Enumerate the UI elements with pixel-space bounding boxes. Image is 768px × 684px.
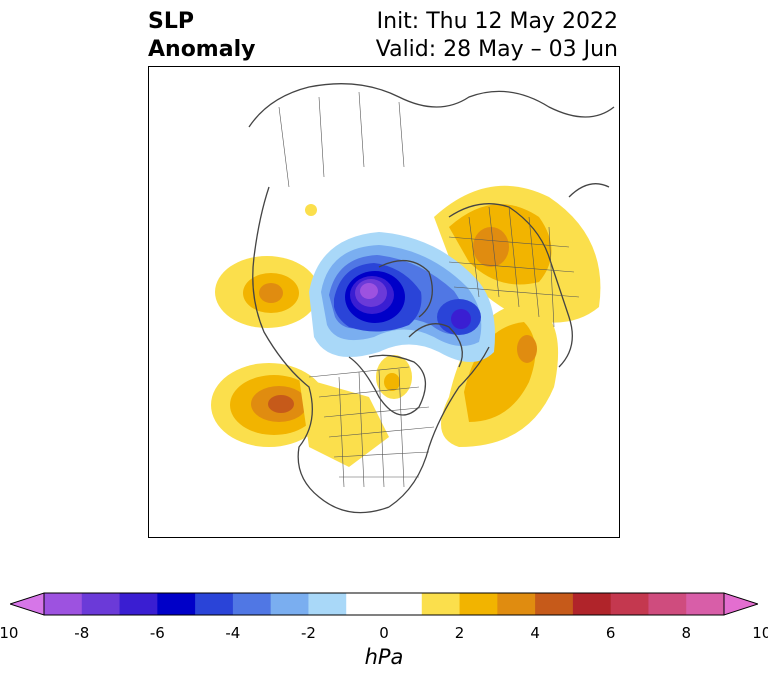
colorbar-segment — [572, 593, 612, 615]
colorbar-segment — [535, 593, 574, 615]
positive-anomaly-pacific-north — [215, 256, 319, 328]
colorbar-segment — [81, 593, 121, 615]
colorbar-segment — [686, 593, 725, 615]
colorbar-tick-label: -6 — [149, 624, 165, 642]
colorbar-segment — [119, 593, 158, 615]
colorbar-segment — [384, 593, 423, 615]
colorbar-tick-label: -4 — [225, 624, 241, 642]
map-title: SLP Anomaly — [148, 8, 255, 64]
colorbar-segment — [157, 593, 196, 615]
valid-date: Valid: 28 May – 03 Jun — [375, 37, 618, 62]
colorbar-tick-label: -8 — [74, 624, 90, 642]
colorbar-segment — [308, 593, 347, 615]
coastlines — [248, 83, 615, 514]
colorbar-segment — [232, 593, 272, 615]
colorbar-extend-high — [723, 592, 760, 616]
colorbar-segment — [421, 593, 461, 615]
colorbar-segment — [44, 593, 83, 615]
map-canvas — [211, 83, 615, 514]
title-line-2: Anomaly — [148, 37, 256, 62]
colorbar-tick-label: -10 — [0, 624, 19, 642]
title-line-1: SLP — [148, 9, 194, 34]
colorbar-outline — [43, 592, 725, 616]
colorbar-unit-label: hPa — [364, 645, 404, 669]
colorbar-tick-label: 6 — [605, 624, 616, 642]
colorbar-segment — [610, 593, 649, 615]
colorbar-tick-label: 4 — [530, 624, 540, 642]
positive-anomaly-atlantic — [441, 302, 559, 447]
colorbar — [8, 590, 760, 620]
colorbar-tick-label: 2 — [454, 624, 465, 642]
positive-anomaly-north-america — [299, 355, 412, 467]
colorbar-extend-low — [8, 592, 45, 616]
colorbar-segment — [648, 593, 687, 615]
positive-anomaly-small — [305, 204, 317, 216]
colorbar-scale — [8, 592, 760, 616]
slp-anomaly-map — [148, 66, 620, 538]
colorbar-segment — [195, 593, 234, 615]
negative-anomaly-arctic — [309, 232, 495, 362]
init-date: Init: Thu 12 May 2022 — [376, 9, 618, 34]
colorbar-tick-label: 0 — [379, 624, 389, 642]
colorbar-segment — [270, 593, 309, 615]
political-boundaries — [278, 91, 580, 488]
colorbar-segment — [346, 593, 385, 615]
colorbar-segment — [459, 593, 498, 615]
positive-anomaly-pacific-south — [211, 363, 327, 447]
colorbar-segment — [497, 593, 536, 615]
colorbar-tick-label: -2 — [300, 624, 316, 642]
colorbar-tick-label: 10 — [752, 624, 768, 642]
colorbar-tick-label: 8 — [681, 624, 691, 642]
forecast-dates: Init: Thu 12 May 2022 Valid: 28 May – 03… — [376, 8, 618, 64]
